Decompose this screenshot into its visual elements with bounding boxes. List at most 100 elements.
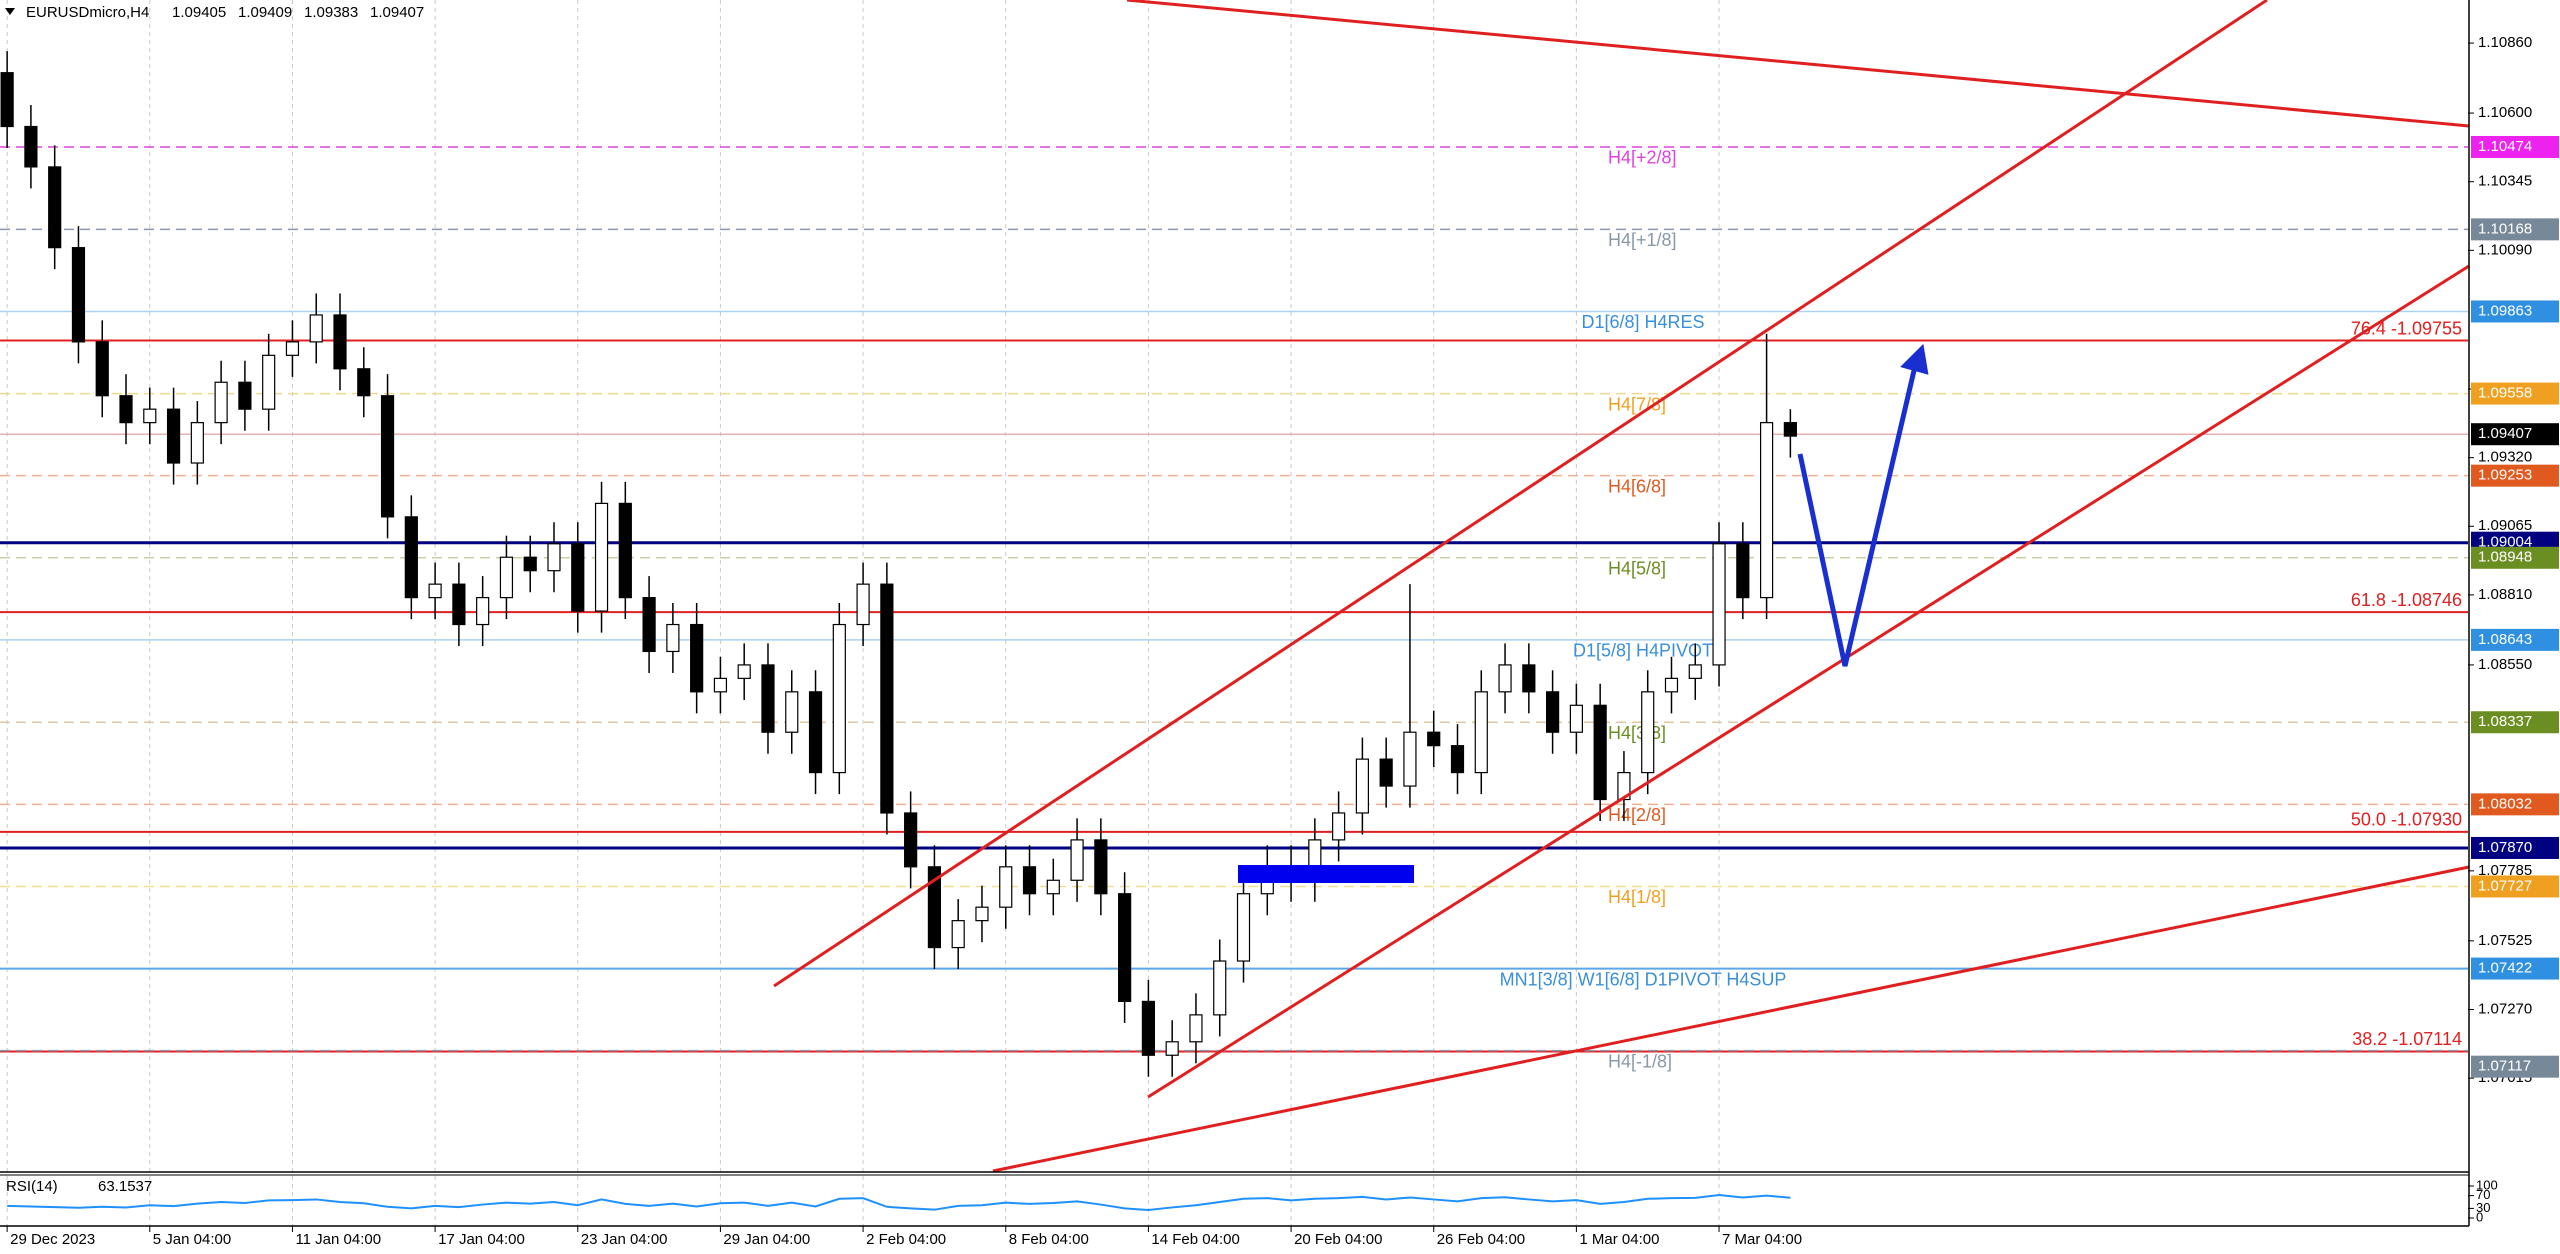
quote-open: 1.09405 xyxy=(172,4,226,21)
candle-body xyxy=(333,314,347,370)
price-tag-label: 1.09558 xyxy=(2478,385,2532,402)
x-tick-label: 2 Feb 04:00 xyxy=(866,1231,946,1248)
level-label: 38.2 -1.07114 xyxy=(2352,1029,2462,1049)
price-tag-label: 1.07117 xyxy=(2478,1058,2531,1075)
candle-body xyxy=(1332,812,1346,841)
level-label: H4[-1/8] xyxy=(1608,1051,1672,1071)
price-tag-label: 1.08948 xyxy=(2478,549,2532,566)
forecast-arrow xyxy=(1797,361,1919,667)
price-tag xyxy=(2471,957,2559,980)
candle-body xyxy=(999,866,1013,908)
candle-body xyxy=(1546,691,1560,733)
level-label: H4[6/8] xyxy=(1608,476,1666,496)
candle-body xyxy=(190,422,204,464)
level-label: 50.0 -1.07930 xyxy=(2351,810,2462,830)
price-tag-label: 1.08337 xyxy=(2478,713,2532,730)
candle-body xyxy=(1022,866,1037,895)
level-label: 61.8 -1.08746 xyxy=(2351,590,2462,610)
quote-high: 1.09409 xyxy=(238,4,292,21)
price-tag xyxy=(2471,628,2559,651)
candles-layer xyxy=(0,51,1797,1077)
candle-body xyxy=(48,166,62,249)
candle-body xyxy=(1046,879,1060,895)
y-tick-label: 1.07785 xyxy=(2478,862,2532,879)
x-tick-label: 14 Feb 04:00 xyxy=(1151,1231,1239,1248)
price-tag xyxy=(2471,875,2559,898)
candle-body xyxy=(1736,543,1750,599)
menu-triangle xyxy=(5,8,15,15)
x-tick-label: 1 Mar 04:00 xyxy=(1579,1231,1659,1248)
candle-body xyxy=(1522,664,1536,693)
candle-body xyxy=(1593,704,1607,801)
candle-body xyxy=(1783,422,1797,437)
candle-body xyxy=(452,583,466,626)
x-tick-label: 29 Jan 04:00 xyxy=(723,1231,810,1248)
y-tick-label: 1.09320 xyxy=(2478,449,2532,466)
rsi-value: 63.1537 xyxy=(98,1178,152,1195)
candle-body xyxy=(1569,704,1583,733)
candle-body xyxy=(71,247,86,343)
price-tag xyxy=(2471,218,2559,241)
candle-body xyxy=(1118,893,1132,1003)
candle-body xyxy=(285,341,300,356)
trend-line xyxy=(992,865,2470,1173)
candle-body xyxy=(1165,1041,1179,1056)
y-tick-label: 1.08810 xyxy=(2478,586,2532,603)
candle-body xyxy=(785,691,799,733)
price-tag-label: 1.09004 xyxy=(2478,534,2532,551)
price-tag-label: 1.10168 xyxy=(2478,220,2532,237)
price-tag-label: 1.07870 xyxy=(2478,839,2532,856)
y-tick-label: 1.10600 xyxy=(2478,104,2532,121)
candle-body xyxy=(904,812,918,868)
candle-body xyxy=(1712,543,1726,666)
y-tick-label: 1.07270 xyxy=(2478,1000,2532,1017)
price-tag-label: 1.09863 xyxy=(2478,302,2532,319)
price-tag xyxy=(2471,1055,2559,1078)
price-tag xyxy=(2471,546,2559,569)
candle-body xyxy=(119,395,133,424)
candle-body xyxy=(214,381,228,424)
price-tag-label: 1.07422 xyxy=(2478,960,2532,977)
candle-body xyxy=(1664,677,1679,693)
price-tag xyxy=(2471,135,2559,158)
x-tick-label: 8 Feb 04:00 xyxy=(1009,1231,1089,1248)
price-tag xyxy=(2471,711,2559,734)
quote-close: 1.09407 xyxy=(370,4,424,21)
x-tick-label: 7 Mar 04:00 xyxy=(1722,1231,1802,1248)
candle-body xyxy=(523,556,537,572)
candle-body xyxy=(1070,839,1084,881)
arrow-head xyxy=(1900,343,1929,375)
candle-body xyxy=(594,502,609,612)
candle-body xyxy=(666,623,680,653)
price-tag-label: 1.10474 xyxy=(2478,138,2532,155)
rsi-tick-label: 70 xyxy=(2476,1187,2490,1202)
rsi-label: RSI(14) xyxy=(6,1178,58,1195)
candle-body xyxy=(880,583,894,814)
price-tag-label: 1.08032 xyxy=(2478,795,2532,812)
x-tick-label: 11 Jan 04:00 xyxy=(295,1231,381,1248)
y-tick-label: 1.10860 xyxy=(2478,34,2532,51)
candle-body xyxy=(713,677,728,693)
axis-layer: 1.108601.106001.103451.100901.095751.093… xyxy=(6,34,2559,1248)
y-tick-label: 1.07525 xyxy=(2478,932,2532,949)
candle-body xyxy=(951,920,965,949)
rsi-tick-label: 30 xyxy=(2476,1200,2490,1215)
price-tag-label: 1.07727 xyxy=(2478,877,2532,894)
candle-body xyxy=(642,597,656,653)
frame xyxy=(0,0,2470,1227)
level-label: H4[+2/8] xyxy=(1608,148,1677,168)
candle-body xyxy=(618,502,632,599)
candle-body xyxy=(380,395,395,518)
level-label: H4[5/8] xyxy=(1608,559,1666,579)
price-tag-label: 1.09407 xyxy=(2478,425,2532,442)
level-label: H4[7/8] xyxy=(1608,394,1666,414)
candle-body xyxy=(1355,758,1369,814)
trend-line xyxy=(1147,264,2470,1099)
candle-body xyxy=(1474,691,1488,774)
trend-line xyxy=(1126,0,2470,128)
rsi-tick-label: 100 xyxy=(2476,1177,2498,1192)
y-tick-label: 1.10345 xyxy=(2478,173,2532,190)
